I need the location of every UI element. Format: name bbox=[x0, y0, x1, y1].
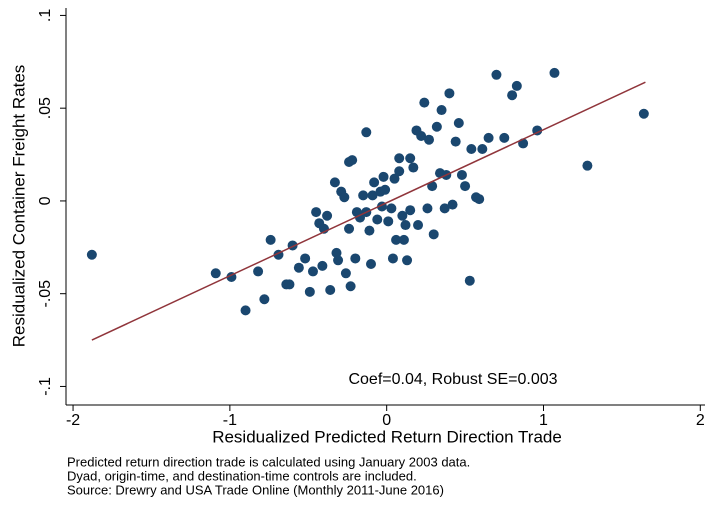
point bbox=[339, 192, 350, 203]
point bbox=[413, 220, 424, 231]
point bbox=[402, 255, 413, 266]
point bbox=[333, 255, 344, 266]
point bbox=[86, 249, 97, 260]
point bbox=[453, 118, 464, 129]
point bbox=[361, 127, 372, 138]
point bbox=[380, 184, 391, 195]
note: Predicted return direction trade is calc… bbox=[67, 454, 470, 469]
y-tick-label: -.05 bbox=[37, 280, 54, 308]
note: Dyad, origin-time, and destination-time … bbox=[67, 468, 417, 483]
x-tick-label: 2 bbox=[696, 412, 705, 429]
point bbox=[483, 132, 494, 143]
point bbox=[444, 88, 455, 99]
point bbox=[582, 160, 593, 171]
point bbox=[307, 266, 318, 277]
point bbox=[436, 105, 447, 116]
point bbox=[400, 220, 411, 231]
x-tick-label: 0 bbox=[382, 412, 391, 429]
point bbox=[466, 143, 477, 154]
point bbox=[447, 199, 458, 210]
point bbox=[210, 268, 221, 279]
annotation: Coef=0.04, Robust SE=0.003 bbox=[348, 371, 557, 388]
point bbox=[240, 305, 251, 316]
point bbox=[300, 253, 311, 264]
point bbox=[499, 132, 510, 143]
point bbox=[422, 203, 433, 214]
point bbox=[367, 190, 378, 201]
x-tick-label: -2 bbox=[66, 412, 80, 429]
point bbox=[391, 234, 402, 245]
point bbox=[549, 67, 560, 78]
x-tick-label: 1 bbox=[539, 412, 548, 429]
point bbox=[387, 253, 398, 264]
point bbox=[408, 162, 419, 173]
point bbox=[427, 181, 438, 192]
point bbox=[331, 247, 342, 258]
point bbox=[253, 266, 264, 277]
point bbox=[350, 253, 361, 264]
y-tick-label: 0 bbox=[37, 196, 54, 205]
point bbox=[398, 234, 409, 245]
point bbox=[428, 229, 439, 240]
point bbox=[293, 262, 304, 273]
point bbox=[511, 80, 522, 91]
point bbox=[491, 69, 502, 80]
point bbox=[344, 223, 355, 234]
point bbox=[364, 225, 375, 236]
point bbox=[304, 286, 315, 297]
point bbox=[372, 214, 383, 225]
point bbox=[325, 284, 336, 295]
point bbox=[460, 181, 471, 192]
point bbox=[369, 177, 380, 188]
point bbox=[405, 205, 416, 216]
point bbox=[416, 131, 427, 142]
point bbox=[259, 294, 270, 305]
point bbox=[265, 234, 276, 245]
x-tick-label: -1 bbox=[223, 412, 237, 429]
point bbox=[340, 268, 351, 279]
point bbox=[397, 210, 408, 221]
point bbox=[394, 166, 405, 177]
point bbox=[284, 279, 295, 290]
point bbox=[322, 210, 333, 221]
point bbox=[456, 169, 467, 180]
point bbox=[638, 108, 649, 119]
point bbox=[507, 90, 518, 101]
point bbox=[365, 259, 376, 270]
point bbox=[464, 275, 475, 286]
point bbox=[439, 203, 450, 214]
fit-line bbox=[91, 81, 646, 341]
point bbox=[474, 194, 485, 205]
point bbox=[378, 171, 389, 182]
y-tick-label: .05 bbox=[37, 97, 54, 119]
point bbox=[419, 97, 430, 108]
point bbox=[347, 155, 358, 166]
point bbox=[329, 177, 340, 188]
note: Source: Drewry and USA Trade Online (Mon… bbox=[67, 482, 444, 497]
point bbox=[345, 281, 356, 292]
point bbox=[386, 203, 397, 214]
point bbox=[532, 125, 543, 136]
point bbox=[431, 121, 442, 132]
point bbox=[450, 136, 461, 147]
point bbox=[358, 190, 369, 201]
y-tick-label: .1 bbox=[37, 9, 54, 22]
point bbox=[477, 143, 488, 154]
x-axis-title: Residualized Predicted Return Direction … bbox=[212, 427, 562, 446]
point bbox=[394, 153, 405, 164]
point bbox=[311, 207, 322, 218]
y-tick-label: -.1 bbox=[37, 377, 54, 396]
point bbox=[424, 134, 435, 145]
point bbox=[389, 173, 400, 184]
point bbox=[383, 216, 394, 227]
y-axis-title: Residualized Container Freight Rates bbox=[9, 65, 28, 348]
point bbox=[317, 260, 328, 271]
point bbox=[405, 153, 416, 164]
